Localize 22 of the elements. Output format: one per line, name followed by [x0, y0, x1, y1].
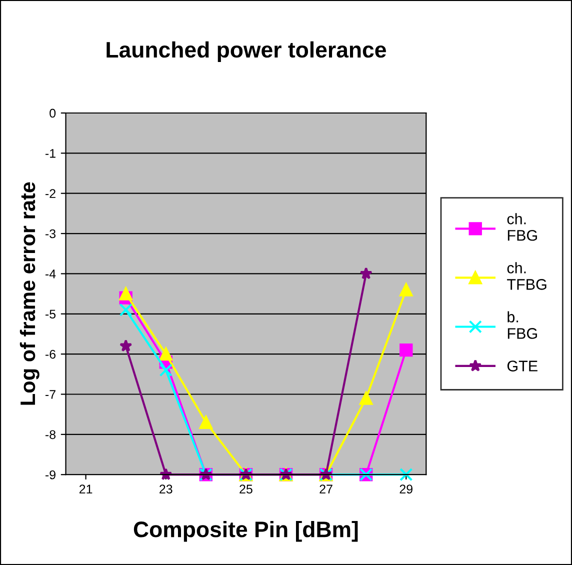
x-tick-label: 25 — [240, 484, 252, 494]
chart-title: Launched power tolerance — [106, 41, 386, 62]
x-tick-label: 21 — [79, 484, 92, 494]
y-tick-label: -7 — [46, 390, 56, 399]
y-tick-label: 0 — [50, 108, 56, 118]
y-tick-label: -3 — [46, 229, 56, 238]
y-tick-label: -5 — [46, 310, 56, 319]
x-tick-label: 29 — [400, 484, 412, 494]
x-tick-label: 23 — [160, 484, 172, 494]
y-axis-title: Log of frame error rate — [20, 182, 40, 405]
y-tick-label: -2 — [46, 189, 56, 198]
y-tick-label: -4 — [46, 270, 56, 278]
y-tick-label: -9 — [46, 470, 56, 480]
legend-label: GTE — [507, 360, 538, 372]
y-tick-label: -8 — [46, 430, 56, 440]
legend-label: ch. TFBG — [507, 262, 546, 290]
x-axis-title: Composite Pin [dBm] — [134, 520, 358, 542]
x-tick-label: 27 — [320, 484, 332, 494]
y-tick-label: -1 — [46, 149, 56, 158]
legend-label: ch. FBG — [507, 213, 537, 241]
y-tick-label: -6 — [46, 350, 56, 359]
legend-label: b. FBG — [508, 311, 537, 339]
